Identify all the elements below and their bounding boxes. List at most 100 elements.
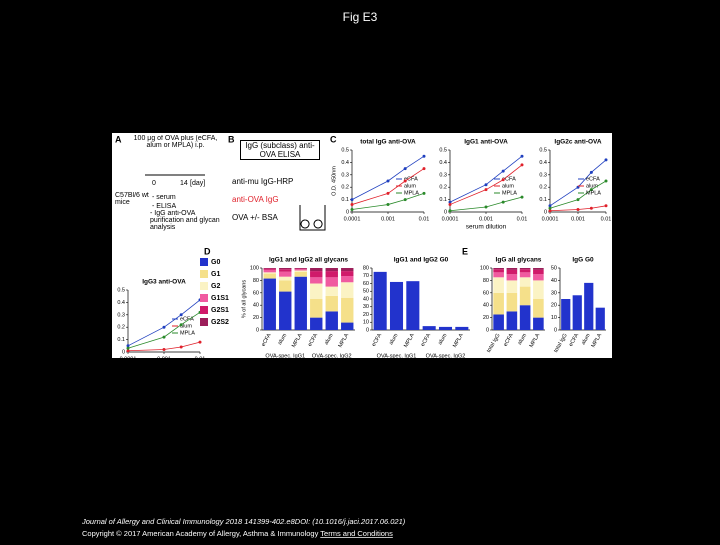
chart-title: IgG1 anti-OVA bbox=[464, 139, 508, 146]
legend-label: alum bbox=[586, 183, 598, 189]
bar-segment bbox=[519, 277, 531, 287]
point bbox=[162, 335, 166, 339]
legend-label: G2S2 bbox=[211, 319, 229, 326]
y-tick-label: 0 bbox=[366, 327, 369, 333]
point bbox=[126, 349, 130, 353]
chart-title: IgG2c anti-OVA bbox=[554, 139, 601, 146]
bar bbox=[422, 326, 436, 330]
y-tick-label: 0.5 bbox=[341, 147, 349, 153]
bar-segment bbox=[310, 268, 323, 272]
chart-title: total IgG anti-OVA bbox=[360, 139, 416, 146]
terms-link[interactable]: Terms and Conditions bbox=[320, 529, 393, 538]
bar-segment bbox=[341, 276, 354, 283]
bar-segment bbox=[294, 271, 307, 277]
point bbox=[484, 205, 488, 209]
x-tick-label: alum bbox=[324, 332, 335, 346]
bar-segment bbox=[310, 277, 323, 284]
series-line bbox=[351, 155, 425, 200]
y-tick-label: 0.2 bbox=[341, 185, 349, 191]
x-axis-label: serum dilution bbox=[466, 224, 507, 231]
point bbox=[386, 203, 390, 207]
x-tick-label: 0.0001 bbox=[542, 216, 559, 222]
y-tick-label: 0 bbox=[554, 327, 557, 333]
y-tick-label: 0.2 bbox=[539, 185, 547, 191]
point bbox=[589, 206, 593, 210]
point bbox=[576, 208, 580, 212]
bar bbox=[561, 299, 571, 330]
point bbox=[350, 203, 354, 207]
point bbox=[422, 191, 426, 195]
point bbox=[179, 313, 183, 317]
bar-segment bbox=[341, 297, 354, 323]
bar-segment bbox=[493, 277, 504, 293]
point bbox=[350, 208, 354, 212]
x-tick-label: alum bbox=[437, 332, 448, 346]
x-tick-label: alum bbox=[581, 332, 592, 346]
bar-segment bbox=[310, 317, 323, 330]
point bbox=[501, 178, 505, 182]
reagent: anti-OVA IgG bbox=[232, 195, 279, 204]
bar-segment bbox=[493, 272, 504, 278]
bar-segment bbox=[279, 276, 292, 281]
legend-label: G2S1 bbox=[211, 307, 229, 314]
bar-segment bbox=[533, 299, 544, 318]
point bbox=[448, 200, 452, 204]
y-tick-label: 0.4 bbox=[341, 160, 349, 166]
bar-segment bbox=[263, 269, 276, 273]
legend-swatch bbox=[200, 270, 208, 278]
point bbox=[501, 200, 505, 204]
point bbox=[548, 206, 552, 210]
y-tick-label: 0.4 bbox=[539, 160, 547, 166]
bar-segment bbox=[519, 272, 531, 278]
x-tick-label: 0.01 bbox=[601, 216, 612, 222]
point bbox=[520, 195, 524, 199]
y-tick-label: 10 bbox=[363, 320, 369, 326]
x-axis-label: serum dilution bbox=[144, 364, 185, 371]
x-tick-label: 0.0001 bbox=[344, 216, 361, 222]
bar-segment bbox=[263, 268, 276, 270]
bar-segment bbox=[519, 305, 531, 330]
bar-segment bbox=[325, 268, 338, 272]
series-line bbox=[127, 299, 201, 347]
y-tick-label: 100 bbox=[480, 265, 489, 271]
y-tick-label: 0.4 bbox=[439, 160, 447, 166]
well-icon bbox=[299, 205, 326, 231]
y-tick-label: 50 bbox=[363, 289, 369, 295]
x-tick-label: alum bbox=[517, 332, 528, 346]
reagent: anti-mu IgG-HRP bbox=[232, 177, 293, 186]
legend-label: alum bbox=[404, 183, 416, 189]
group-label: OVA-spec. IgG1 bbox=[377, 353, 417, 359]
y-tick-label: 0.5 bbox=[439, 147, 447, 153]
y-tick-label: 0 bbox=[444, 209, 447, 215]
y-tick-label: 0.2 bbox=[117, 325, 125, 331]
chart-title: IgG3 anti-OVA bbox=[142, 279, 186, 286]
series-line bbox=[449, 196, 523, 212]
bar-segment bbox=[279, 268, 292, 270]
x-tick-label: 0.01 bbox=[419, 216, 430, 222]
y-tick-label: 20 bbox=[483, 315, 489, 321]
y-tick-label: 70 bbox=[363, 273, 369, 279]
bar bbox=[572, 295, 582, 330]
point bbox=[448, 209, 452, 213]
legend-swatch bbox=[200, 318, 208, 326]
legend-label: G1S1 bbox=[211, 295, 229, 302]
point bbox=[604, 204, 608, 208]
legend-label: MPLA bbox=[502, 190, 517, 196]
y-tick-label: 30 bbox=[551, 290, 557, 296]
bar-segment bbox=[493, 269, 504, 273]
bar-segment bbox=[533, 274, 544, 281]
series-line bbox=[449, 155, 523, 203]
chart-title: IgG1 and IgG2 G0 bbox=[394, 257, 449, 264]
bar-segment bbox=[533, 268, 544, 270]
y-tick-label: 0 bbox=[346, 209, 349, 215]
bar-segment bbox=[279, 291, 292, 330]
y-tick-label: 60 bbox=[363, 281, 369, 287]
step: - ELISA bbox=[152, 203, 176, 210]
series-line bbox=[549, 205, 607, 212]
bar bbox=[406, 281, 420, 330]
y-tick-label: 40 bbox=[253, 303, 259, 309]
y-tick-label: 40 bbox=[551, 278, 557, 284]
x-tick-label: alum bbox=[388, 332, 399, 346]
y-tick-label: 0.1 bbox=[341, 197, 349, 203]
y-tick-label: 0.3 bbox=[341, 172, 349, 178]
